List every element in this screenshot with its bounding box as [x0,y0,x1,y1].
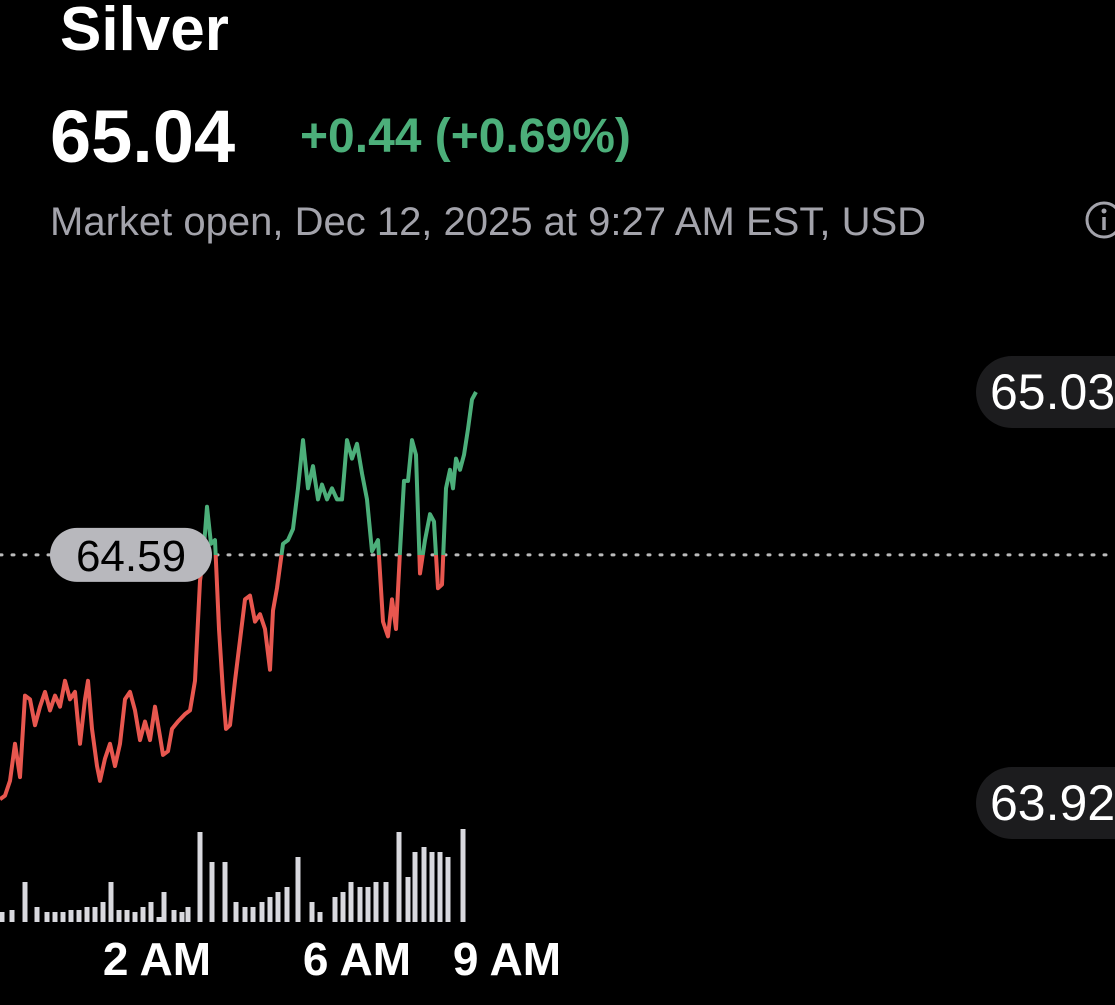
volume-bar [108,882,114,922]
volume-bar [161,892,167,922]
x-tick-label: 9 AM [453,933,561,985]
volume-bar [373,882,379,922]
x-tick-label: 2 AM [103,933,211,985]
y-tick-label: 63.92 [990,775,1115,831]
y-tick-pill [976,356,1115,428]
volume-bar [185,907,191,922]
volume-bar [317,912,323,922]
x-tick-label: 6 AM [303,933,411,985]
volume-bar [309,902,315,922]
volume-bar [0,912,5,922]
volume-bar [44,912,50,922]
volume-bar [429,852,435,922]
volume-bar [340,892,346,922]
volume-bar [412,852,418,922]
volume-bar [233,902,239,922]
volume-bar [250,907,256,922]
price-line [0,391,478,801]
volume-bar [76,910,82,922]
volume-bar [445,857,451,922]
volume-bar [437,852,443,922]
volume-bar [267,897,273,922]
volume-bar [259,902,265,922]
volume-bar [284,887,290,922]
volume-bar [396,832,402,922]
volume-bar [332,897,338,922]
title: Silver [60,0,229,64]
volume-bar [116,910,122,922]
volume-bar [34,907,40,922]
volume-bar [52,912,58,922]
baseline-pill [50,527,212,582]
volume-bar [365,887,371,922]
baseline-label: 64.59 [76,532,186,581]
volume-bar [132,912,138,922]
volume-bar [100,902,106,922]
volume-bar [357,887,363,922]
volume-bar [9,910,15,922]
volume-bar [209,862,215,922]
volume-bar [60,912,66,922]
volume-bar [348,882,354,922]
volume-bar [222,862,228,922]
volume-bar [171,910,177,922]
volume-bar [421,847,427,922]
volume-bar [383,882,389,922]
status: Market open, Dec 12, 2025 at 9:27 AM EST… [50,200,926,244]
y-tick-pill [976,767,1115,839]
volume-bar [156,917,162,922]
volume-bar [68,910,74,922]
info-icon[interactable] [1085,201,1115,239]
volume-bar [148,902,154,922]
y-tick-label: 65.03 [990,364,1115,420]
volume-bar [460,829,466,922]
change: +0.44 (+0.69%) [300,110,631,163]
volume-bar [275,892,281,922]
volume-bar [197,832,203,922]
volume-bar [92,907,98,922]
volume-bar [405,877,411,922]
price: 65.04 [50,95,235,178]
volume-bar [140,907,146,922]
volume-bar [22,882,28,922]
volume-bar [84,907,90,922]
volume-bar [124,910,130,922]
volume-bar [242,907,248,922]
volume-bar [179,912,185,922]
volume-bar [295,857,301,922]
